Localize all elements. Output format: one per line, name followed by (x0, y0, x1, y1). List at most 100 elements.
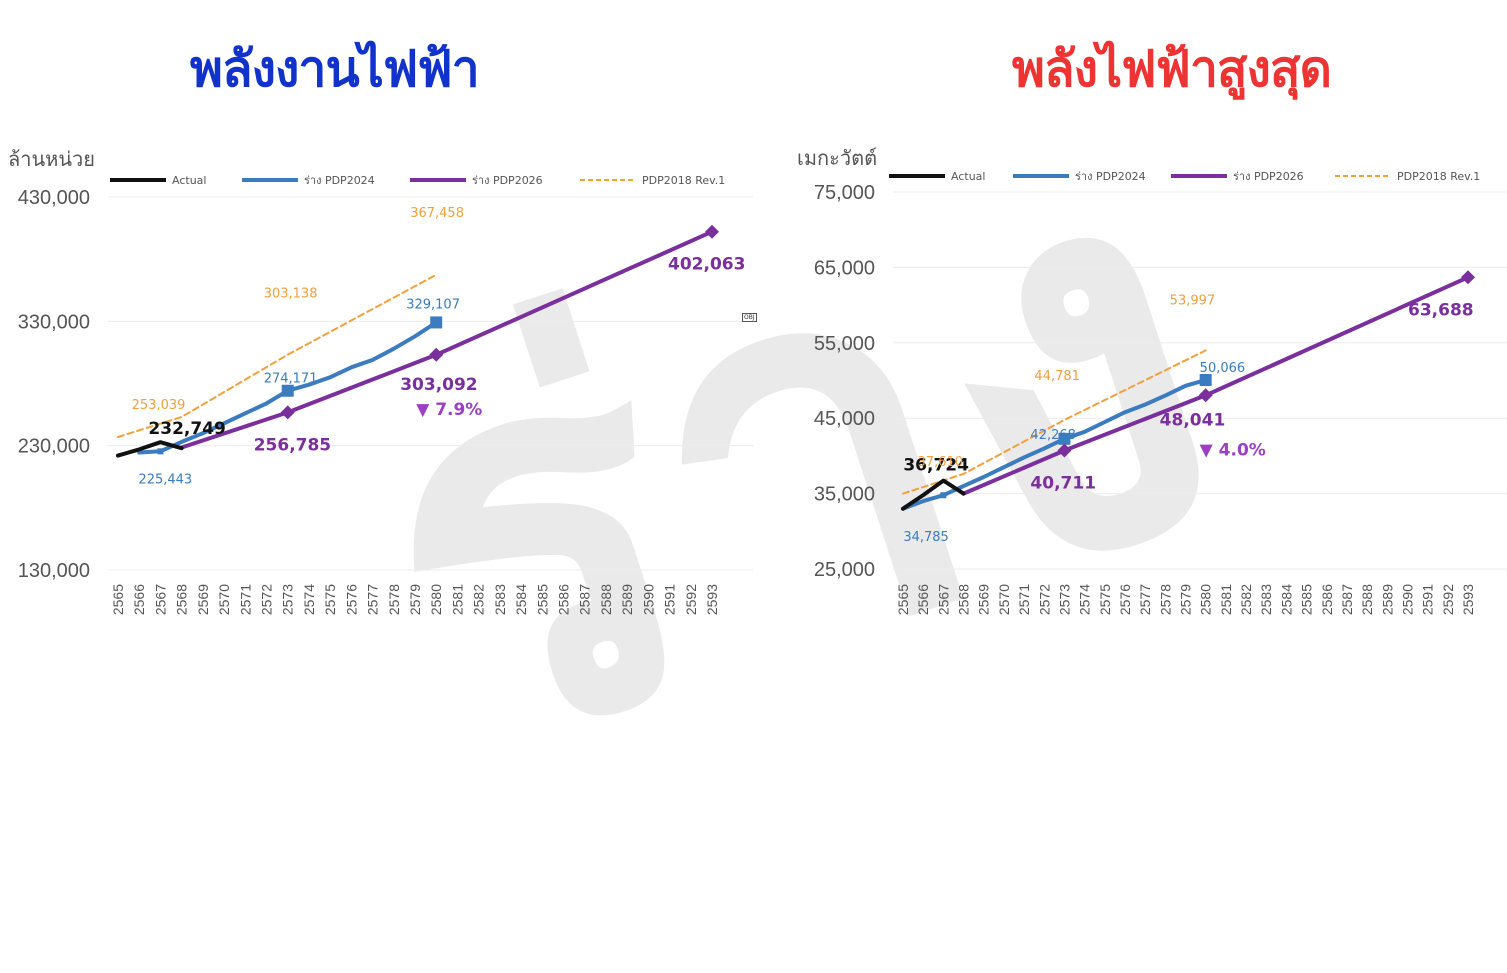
energy-chart: 130,000 230,000 330,000 430,000 ล้านหน่วย 256… (8, 147, 753, 615)
x-tick-label: 2593 (1460, 584, 1476, 615)
data-label: 274,171 (264, 372, 318, 387)
y-tick-label: 45,000 (814, 408, 875, 430)
x-tick-label: 2565 (895, 584, 911, 615)
x-tick-label: 2570 (216, 584, 232, 615)
x-tick-label: 2580 (1198, 584, 1214, 615)
series-line (902, 349, 1207, 495)
x-tick-label: 2573 (280, 584, 296, 615)
x-tick-label: 2571 (1016, 584, 1032, 615)
x-tick-label: 2566 (131, 584, 147, 615)
x-tick-label: 2586 (556, 584, 572, 615)
x-tick-label: 2570 (996, 584, 1012, 615)
data-label: ▼ 4.0% (1200, 440, 1266, 460)
data-label: 48,041 (1160, 410, 1226, 430)
x-tick-label: 2577 (365, 584, 381, 615)
x-tick-label: 2590 (640, 584, 656, 615)
x-tick-label: 2569 (976, 584, 992, 615)
data-point-square (1199, 374, 1212, 387)
data-label: 303,092 (400, 375, 477, 395)
x-tick-label: 2568 (174, 584, 190, 615)
data-label: 50,066 (1200, 361, 1246, 376)
x-tick-label: 2578 (386, 584, 402, 615)
x-tick-label: 2588 (1359, 584, 1375, 615)
data-point-square (430, 316, 443, 329)
x-tick-label: 2582 (1238, 584, 1254, 615)
x-tick-label: 2574 (301, 584, 317, 615)
data-label: 256,785 (254, 435, 331, 455)
x-tick-label: 2583 (1258, 584, 1274, 615)
legend-label: ร่าง PDP2024 (304, 174, 375, 187)
data-point-diamond (1057, 443, 1072, 458)
x-tick-label: 2584 (1278, 584, 1294, 615)
y-axis-label: เมกะวัตต์ (797, 146, 877, 170)
data-point-diamond (280, 405, 295, 420)
data-label: 63,688 (1408, 300, 1474, 320)
y-tick-label: 65,000 (814, 257, 875, 279)
x-tick-label: 2585 (1299, 584, 1315, 615)
x-tick-label: 2587 (1339, 584, 1355, 615)
data-label: 402,063 (668, 255, 745, 275)
x-tick-label: 2576 (1117, 584, 1133, 615)
x-tick-label: 2586 (1319, 584, 1335, 615)
y-tick-label: 25,000 (814, 559, 875, 581)
x-tick-label: 2576 (343, 584, 359, 615)
x-tick-label: 2590 (1399, 584, 1415, 615)
x-tick-label: 2565 (110, 584, 126, 615)
x-tick-label: 2573 (1056, 584, 1072, 615)
x-tick-label: 2585 (534, 584, 550, 615)
y-tick-label: 55,000 (814, 333, 875, 355)
legend-label: ร่าง PDP2026 (472, 174, 543, 187)
data-label: ▼ 7.9% (416, 400, 482, 420)
data-label: 253,039 (132, 398, 186, 413)
data-label: 36,724 (903, 456, 969, 476)
data-label: 329,107 (406, 297, 460, 312)
y-tick-label: 330,000 (18, 311, 90, 333)
data-point-diamond (705, 224, 719, 239)
x-tick-label: 2575 (1097, 584, 1113, 615)
data-label: 367,458 (410, 206, 464, 221)
data-point-square (281, 384, 294, 397)
object-marker: OBJ (742, 313, 757, 322)
chart-title-energy: พลังงานไฟฟ้า (190, 40, 480, 98)
chart-title-peak-power: พลังไฟฟ้าสูงสุด (1012, 40, 1332, 98)
data-label: 42,268 (1030, 428, 1076, 443)
x-tick-label: 2579 (407, 584, 423, 615)
x-tick-label: 2581 (1218, 584, 1234, 615)
y-tick-label: 75,000 (814, 182, 875, 204)
data-label: 303,138 (264, 287, 318, 302)
x-tick-label: 2589 (619, 584, 635, 615)
series-line (117, 273, 438, 438)
x-tick-label: 2566 (915, 584, 931, 615)
peak-power-chart: 25,000 35,000 45,000 55,000 65,000 75,000 เมกะ… (797, 146, 1507, 615)
data-point-diamond (429, 347, 444, 362)
legend-label: ร่าง PDP2024 (1075, 170, 1146, 183)
x-tick-label: 2577 (1137, 584, 1153, 615)
x-tick-label: 2578 (1157, 584, 1173, 615)
x-tick-label: 2579 (1178, 584, 1194, 615)
y-tick-label: 35,000 (814, 484, 875, 506)
x-tick-label: 2567 (935, 584, 951, 615)
y-axis-label: ล้านหน่วย (8, 147, 95, 171)
x-tick-label: 2580 (428, 584, 444, 615)
x-tick-label: 2592 (1440, 584, 1456, 615)
x-tick-label: 2583 (492, 584, 508, 615)
legend-label: Actual (951, 170, 985, 183)
data-point-diamond (1198, 388, 1213, 403)
x-tick-label: 2591 (662, 584, 678, 615)
x-tick-label: 2567 (152, 584, 168, 615)
x-tick-label: 2592 (683, 584, 699, 615)
legend-label: ร่าง PDP2026 (1233, 170, 1304, 183)
legend-label: PDP2018 Rev.1 (1397, 170, 1480, 183)
x-tick-label: 2572 (259, 584, 275, 615)
x-tick-label: 2571 (237, 584, 253, 615)
y-tick-label: 230,000 (18, 436, 90, 458)
data-label: 44,781 (1034, 369, 1080, 384)
x-tick-label: 2589 (1379, 584, 1395, 615)
x-tick-label: 2574 (1077, 584, 1093, 615)
x-tick-label: 2568 (956, 584, 972, 615)
legend-label: PDP2018 Rev.1 (642, 174, 725, 187)
x-tick-label: 2581 (449, 584, 465, 615)
data-label: 37,610 (918, 455, 964, 470)
data-label: 232,749 (148, 419, 225, 439)
x-tick-label: 2588 (598, 584, 614, 615)
